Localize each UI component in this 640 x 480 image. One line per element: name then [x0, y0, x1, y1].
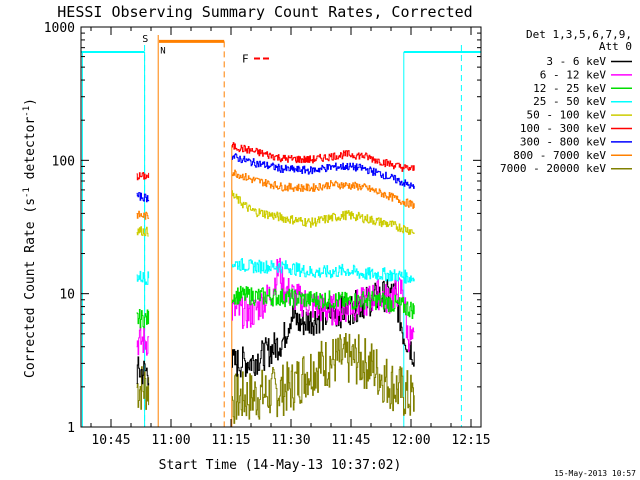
axes: 10:45 11:00 11:15 11:30 11:45 12:00 12:15 1 10 10…: [44, 21, 491, 448]
series-line: [136, 270, 150, 285]
x-tick-label: 10:45: [91, 433, 130, 448]
legend-entry-label: 12 - 25 keV: [533, 82, 606, 95]
footer-date: 15-May-2013 10:57: [554, 469, 636, 478]
y-axis-label: Corrected Count Rate (s-1 detector-1): [22, 98, 38, 378]
legend-entry-label: 6 - 12 keV: [540, 68, 607, 81]
legend-entry-label: 800 - 7000 keV: [513, 149, 606, 162]
y-tick-label: 100: [52, 154, 75, 169]
legend-entry-label: 25 - 50 keV: [533, 95, 606, 108]
legend-entry-label: 300 - 800 keV: [520, 135, 606, 148]
series-line: [231, 169, 415, 209]
chart-title: HESSI Observing Summary Count Rates, Cor…: [57, 3, 472, 21]
series-line: [231, 153, 415, 189]
series-line: [231, 279, 415, 378]
series-line: [136, 356, 150, 386]
y-axis-label-exp2: -1: [22, 106, 32, 117]
x-tick-label: 12:15: [451, 433, 490, 448]
flare-label: F: [242, 53, 249, 66]
x-tick-label: 11:45: [331, 433, 370, 448]
series-line: [231, 333, 415, 424]
legend-entry-label: 50 - 100 keV: [527, 109, 607, 122]
x-tick-label: 11:30: [271, 433, 310, 448]
series-line: [231, 258, 415, 284]
series-line: [231, 142, 415, 172]
saa-label: S: [142, 34, 148, 45]
x-tick-label: 11:15: [211, 433, 250, 448]
y-axis-label-end: ): [23, 98, 38, 106]
legend-entry-label: 100 - 300 keV: [520, 122, 606, 135]
saa-n-label: N: [160, 46, 165, 56]
y-axis-label-mid: detector: [23, 117, 38, 188]
x-tick-label: 12:00: [391, 433, 430, 448]
series-line: [136, 192, 150, 203]
y-axis-label-main: Corrected Count Rate (s: [23, 198, 38, 378]
plot-area: S N F: [81, 34, 481, 427]
y-tick-label: 1000: [44, 21, 75, 36]
legend-header-1: Det 1,3,5,6,7,9,: [526, 28, 632, 41]
series-line: [231, 285, 415, 319]
series-line: [136, 210, 150, 220]
x-tick-label: 11:00: [151, 433, 190, 448]
series-line: [136, 326, 150, 356]
legend-entry-label: 7000 - 20000 keV: [500, 162, 606, 175]
x-axis-label: Start Time (14-May-13 10:37:02): [159, 458, 402, 473]
series-line: [231, 190, 415, 235]
series-line: [136, 172, 150, 181]
y-tick-label: 10: [59, 288, 75, 303]
y-axis-label-exp1: -1: [22, 187, 32, 198]
series-line: [136, 309, 150, 329]
y-tick-label: 1: [67, 421, 75, 436]
legend-header-2: Att 0: [599, 40, 632, 53]
plot-frame: [80, 26, 482, 428]
legend-entry-label: 3 - 6 keV: [546, 55, 606, 68]
series-line: [136, 226, 149, 237]
